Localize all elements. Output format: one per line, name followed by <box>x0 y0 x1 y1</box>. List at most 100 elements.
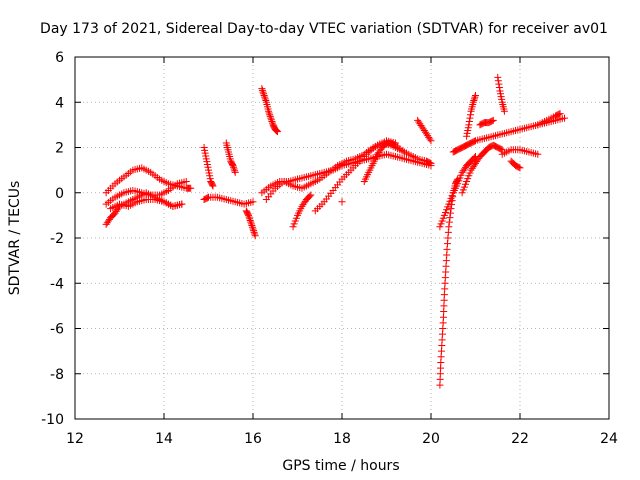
data-point <box>267 114 275 122</box>
data-point <box>208 181 216 189</box>
data-point <box>556 110 564 118</box>
data-point <box>266 112 274 120</box>
y-axis-label: SDTVAR / TECUs <box>7 181 23 296</box>
data-point <box>230 165 238 173</box>
data-point <box>261 93 269 101</box>
data-point <box>267 116 275 124</box>
data-point <box>247 220 255 228</box>
y-tick-label: 0 <box>55 186 64 202</box>
data-point <box>470 137 478 145</box>
data-point <box>489 116 497 124</box>
data-point <box>231 167 239 175</box>
data-point <box>500 107 508 115</box>
y-tick-label: -6 <box>50 322 64 338</box>
data-points <box>102 73 568 389</box>
x-tick-label: 12 <box>66 431 84 447</box>
data-point <box>426 135 434 143</box>
data-point <box>469 98 477 106</box>
data-point <box>497 145 505 153</box>
data-point <box>273 128 281 136</box>
data-point <box>446 214 454 222</box>
y-tick-label: 2 <box>55 141 64 157</box>
data-point <box>516 164 524 172</box>
data-point <box>449 193 457 201</box>
data-point <box>248 223 256 231</box>
data-point <box>494 73 502 81</box>
data-point <box>203 194 211 202</box>
y-tick-labels: -10 -8 -6 -4 -2 0 2 4 6 <box>41 50 64 428</box>
data-point <box>182 177 190 185</box>
data-point <box>266 111 274 119</box>
data-point <box>251 232 259 240</box>
data-point <box>466 111 474 119</box>
data-point <box>250 227 258 235</box>
data-point <box>445 218 453 226</box>
x-tick-label: 16 <box>244 431 262 447</box>
data-point <box>272 127 280 135</box>
data-point <box>248 222 256 230</box>
plot-frame <box>74 56 610 420</box>
data-point <box>495 80 503 88</box>
data-point <box>427 137 435 145</box>
y-tick-label: -2 <box>50 231 64 247</box>
data-point <box>258 85 266 93</box>
data-point <box>470 97 478 105</box>
data-point <box>231 168 239 176</box>
data-point <box>338 198 346 206</box>
data-point <box>245 213 253 221</box>
data-point <box>251 230 259 238</box>
grid <box>75 57 609 419</box>
data-point <box>465 121 473 129</box>
data-point <box>265 107 273 115</box>
data-point <box>306 192 314 200</box>
data-point <box>307 191 315 199</box>
data-point <box>265 109 273 117</box>
data-point <box>246 216 254 224</box>
data-point <box>427 159 435 167</box>
data-point <box>187 184 195 192</box>
data-point <box>471 93 479 101</box>
y-tick-label: -4 <box>50 276 64 292</box>
data-point <box>400 148 408 156</box>
data-point <box>555 110 563 118</box>
data-point <box>466 114 474 122</box>
data-point <box>447 205 455 213</box>
data-point <box>250 228 258 236</box>
data-point <box>515 163 523 171</box>
x-tick-labels: 12 14 16 18 20 22 24 <box>66 431 618 447</box>
data-point <box>230 163 238 171</box>
data-point <box>273 127 281 135</box>
data-point <box>495 84 503 92</box>
data-point <box>258 86 266 94</box>
data-point <box>246 215 254 223</box>
y-tick-label: 4 <box>55 95 64 111</box>
data-point <box>178 200 186 208</box>
data-point <box>262 97 270 105</box>
data-point <box>446 209 454 217</box>
data-point <box>488 117 496 125</box>
data-point <box>272 126 280 134</box>
y-tick-label: 6 <box>55 50 64 66</box>
x-tick-label: 18 <box>333 431 351 447</box>
x-tick-label: 24 <box>600 431 618 447</box>
data-point <box>534 150 542 158</box>
data-point <box>445 223 453 231</box>
data-point <box>259 88 267 96</box>
data-point <box>229 162 237 170</box>
data-point <box>249 225 257 233</box>
y-tick-label: -8 <box>50 367 64 383</box>
data-point <box>260 90 268 98</box>
data-point <box>260 91 268 99</box>
data-point <box>426 159 434 167</box>
x-axis-label: GPS time / hours <box>282 458 399 474</box>
data-point <box>465 117 473 125</box>
data-point <box>472 91 479 99</box>
x-tick-label: 20 <box>422 431 440 447</box>
data-point <box>247 218 255 226</box>
data-point <box>561 114 568 122</box>
data-point <box>261 95 269 103</box>
x-tick-label: 14 <box>155 431 173 447</box>
data-point <box>249 198 257 206</box>
chart-title: Day 173 of 2021, Sidereal Day-to-day VTE… <box>40 21 608 37</box>
